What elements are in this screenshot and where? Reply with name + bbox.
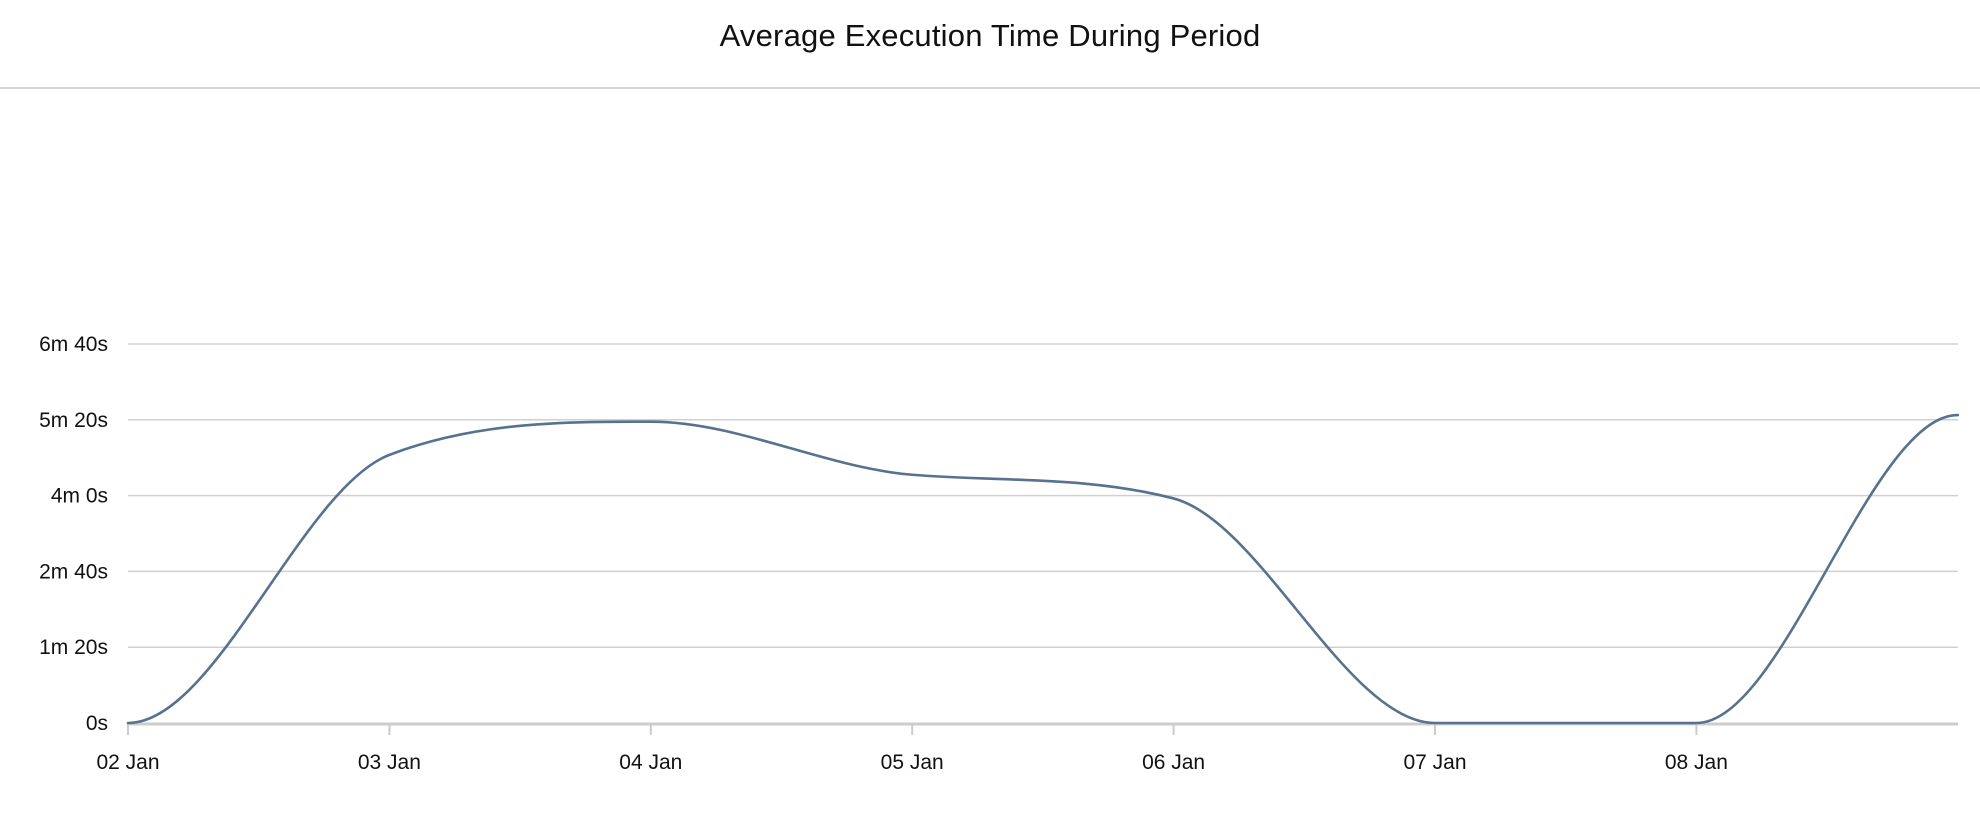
y-tick-label-2: 2m 40s	[39, 560, 108, 583]
x-tick-label-3: 05 Jan	[881, 751, 944, 774]
data-point-0[interactable]	[122, 717, 134, 729]
data-point-6[interactable]	[1690, 717, 1702, 729]
y-tick-label-5: 6m 40s	[39, 333, 108, 356]
series-line-0	[126, 413, 1960, 725]
line-chart: 0s 1m 20s 2m 40s 4m 0s 5m 20s 6m 40s 02 Jan 03…	[39, 333, 1964, 774]
data-point-3[interactable]	[906, 469, 918, 481]
data-point-1[interactable]	[383, 449, 395, 461]
grid-lines	[128, 343, 1958, 648]
x-tick-label-2: 04 Jan	[619, 751, 682, 774]
x-tick-label-5: 07 Jan	[1403, 751, 1466, 774]
x-axis-tick-labels: 02 Jan 03 Jan 04 Jan 05 Jan 06 Jan 07 Jan 08 J…	[96, 751, 1727, 774]
title-bar: Average Execution Time During Period	[0, 0, 1980, 89]
data-point-2[interactable]	[645, 416, 657, 428]
y-tick-label-0: 0s	[86, 712, 108, 735]
x-tick-label-6: 08 Jan	[1665, 751, 1728, 774]
x-axis	[127, 722, 1958, 735]
x-tick-label-4: 06 Jan	[1142, 751, 1205, 774]
data-point-4[interactable]	[1168, 492, 1180, 504]
chart-title: Average Execution Time During Period	[719, 18, 1261, 53]
data-point-5[interactable]	[1429, 717, 1441, 729]
y-tick-label-1: 1m 20s	[39, 636, 108, 659]
y-tick-label-4: 5m 20s	[39, 409, 108, 432]
x-tick-label-0: 02 Jan	[96, 751, 159, 774]
series-layer	[122, 409, 1964, 729]
y-tick-label-3: 4m 0s	[51, 485, 108, 508]
data-point-7[interactable]	[1952, 409, 1964, 421]
x-tick-label-1: 03 Jan	[358, 751, 421, 774]
y-axis-tick-labels: 0s 1m 20s 2m 40s 4m 0s 5m 20s 6m 40s	[39, 333, 108, 735]
